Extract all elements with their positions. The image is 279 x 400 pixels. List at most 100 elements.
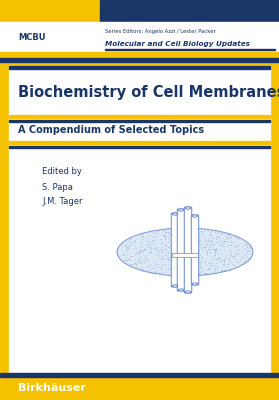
Point [159, 266, 163, 272]
Point [197, 233, 202, 240]
Point [193, 258, 197, 264]
Point [244, 245, 248, 251]
Point [201, 267, 206, 273]
Point [236, 236, 240, 242]
Point [140, 247, 144, 254]
Point [131, 261, 136, 267]
Point [219, 230, 223, 237]
Point [218, 268, 223, 274]
Point [224, 267, 229, 274]
Point [199, 246, 203, 252]
Point [184, 255, 188, 261]
Point [228, 253, 232, 259]
Point [181, 227, 186, 234]
Point [171, 228, 175, 234]
Point [222, 238, 226, 244]
Point [210, 241, 215, 248]
Point [148, 248, 152, 254]
Point [151, 237, 155, 244]
Text: A Compendium of Selected Topics: A Compendium of Selected Topics [18, 125, 204, 135]
Point [241, 259, 246, 266]
Point [138, 263, 143, 270]
Point [154, 263, 158, 270]
Point [160, 268, 164, 275]
Point [206, 260, 211, 266]
Point [213, 262, 217, 268]
Point [155, 248, 159, 254]
Point [174, 247, 179, 253]
Point [184, 254, 189, 261]
Text: Edited by: Edited by [42, 168, 82, 176]
Point [170, 228, 175, 234]
Point [173, 270, 178, 276]
Point [204, 266, 208, 273]
Point [198, 252, 202, 258]
Point [137, 250, 141, 256]
Point [154, 264, 158, 270]
Point [199, 259, 204, 265]
Point [237, 242, 241, 248]
Point [143, 241, 148, 247]
Point [180, 241, 184, 247]
Point [234, 244, 238, 250]
Point [211, 254, 216, 260]
Point [197, 240, 202, 246]
Point [171, 249, 175, 256]
Point [141, 246, 145, 253]
Point [211, 242, 215, 248]
Point [184, 236, 189, 242]
Point [205, 226, 210, 233]
Point [126, 256, 131, 262]
Point [125, 256, 130, 263]
Point [139, 232, 143, 238]
Point [206, 246, 211, 252]
Point [191, 266, 196, 273]
Point [202, 258, 207, 264]
Point [186, 228, 191, 234]
Point [225, 260, 230, 267]
Point [205, 249, 210, 255]
Point [128, 253, 132, 259]
Point [188, 261, 192, 268]
Point [163, 235, 168, 242]
Ellipse shape [185, 291, 191, 293]
Point [153, 267, 157, 273]
Point [203, 269, 207, 276]
Point [164, 234, 169, 240]
Point [157, 252, 162, 258]
Point [167, 236, 172, 243]
Point [160, 239, 164, 246]
Point [160, 262, 165, 268]
Point [220, 257, 225, 264]
Point [141, 244, 146, 251]
Point [185, 234, 189, 240]
Point [229, 242, 233, 248]
Point [248, 248, 252, 254]
Point [128, 261, 132, 268]
Point [194, 239, 198, 246]
Point [179, 237, 184, 243]
Point [219, 242, 223, 248]
Point [193, 266, 198, 272]
Point [211, 235, 216, 242]
Point [220, 267, 225, 273]
Point [204, 238, 209, 244]
Point [190, 242, 194, 249]
Point [138, 239, 143, 246]
Point [228, 231, 233, 238]
Point [229, 234, 233, 240]
Point [178, 258, 182, 264]
Point [225, 231, 230, 237]
Point [156, 244, 160, 250]
Point [217, 258, 221, 264]
Point [235, 243, 239, 250]
Point [232, 256, 237, 262]
Ellipse shape [185, 207, 191, 209]
Point [197, 264, 202, 270]
Point [219, 238, 223, 244]
Point [245, 244, 249, 250]
Point [151, 265, 155, 271]
Point [126, 238, 130, 244]
Point [187, 234, 191, 240]
Point [234, 251, 238, 257]
